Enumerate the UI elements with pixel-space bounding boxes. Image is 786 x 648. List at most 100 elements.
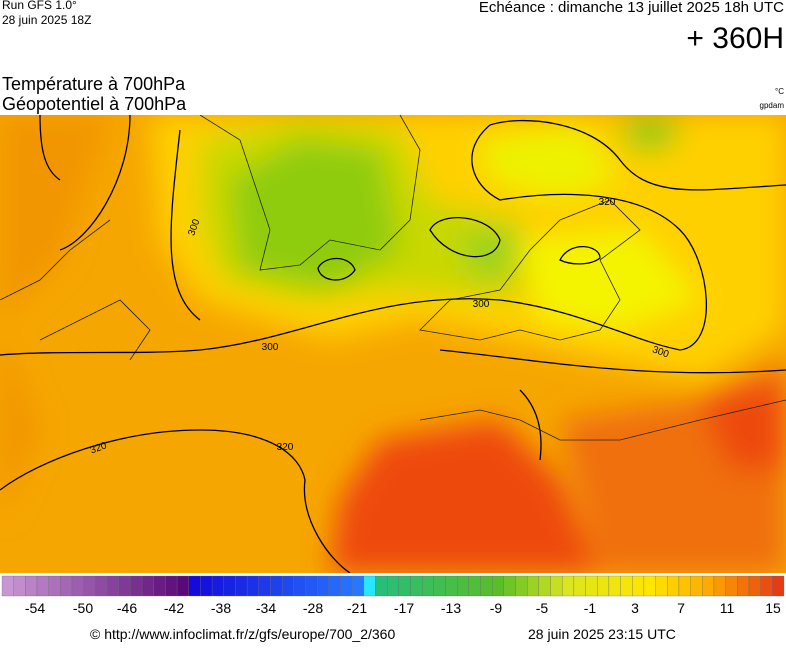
colorbar-label: -42 [164,600,184,616]
colorbar-cell [398,575,411,597]
colorbar-cell [281,575,294,597]
colorbar-label: -5 [536,600,549,616]
colorbar-label: 7 [677,600,685,616]
forecast-time: Echéance : dimanche 13 juillet 2025 18h … [479,0,784,16]
colorbar-cell [13,575,26,597]
contour-label: 300 [262,342,279,353]
colorbar-cell [608,575,621,597]
colorbar-cell [620,575,633,597]
contour-label-group: 320 [277,442,294,453]
run-label: Run GFS 1.0° [2,0,77,12]
lead-time: + 360H [686,22,784,55]
colorbar-cell [223,575,236,597]
colorbar-label: -38 [211,600,231,616]
contour-label: 320 [277,442,294,453]
colorbar-cell [176,575,189,597]
colorbar-cell [725,575,738,597]
contour-label: 320 [599,197,616,208]
colorbar-label: -54 [25,600,45,616]
colorbar-cell [48,575,61,597]
colorbar-label: -21 [347,600,367,616]
colorbar-cell [643,575,656,597]
colorbar-label: 15 [765,600,781,616]
colorbar-cell [258,575,271,597]
colorbar-label: 11 [720,600,735,616]
colorbar-cell [585,575,598,597]
colorbar-cell [118,575,131,597]
colorbar-cell [25,575,38,597]
colorbar-cell [83,575,96,597]
colorbar-cell [316,575,329,597]
unit-geo: gpdam [760,101,785,110]
colorbar-label: -46 [117,600,137,616]
colorbar-label: -13 [441,600,461,616]
colorbar-cell [760,575,773,597]
colorbar-label: -28 [303,600,323,616]
colorbar-cell [562,575,575,597]
colorbar-cell [270,575,283,597]
colorbar-cell [503,575,516,597]
map [0,115,786,573]
colorbar-cell [36,575,49,597]
colorbar-label: -50 [73,600,93,616]
colorbar-cell [328,575,341,597]
colorbar-cell [363,575,376,597]
colorbar-cell [480,575,493,597]
run-date: 28 juin 2025 18Z [2,13,91,27]
colorbar-cell [305,575,318,597]
colorbar-cell [293,575,306,597]
colorbar: -54 -50 -46 -42 -38 -34 -28 -21 -17 -13 -9 -5 -1 3 7 11… [1,575,785,616]
contour-label-group: 300 [473,299,490,310]
colorbar-cell [387,575,399,597]
colorbar-cell [632,575,645,597]
colorbar-cell [1,575,14,597]
colorbar-cell [235,575,248,597]
map-title: Température à 700hPa [2,74,186,94]
colorbar-cell [772,575,785,597]
colorbar-cell [106,575,119,597]
colorbar-cell [457,575,470,597]
colorbar-label: -9 [490,600,503,616]
colorbar-cell [95,575,108,597]
contour-label-group: 300 [262,342,279,353]
colorbar-cell [445,575,458,597]
colorbar-cell [678,575,691,597]
colorbar-cell [468,575,481,597]
colorbar-cell [655,575,668,597]
colorbar-cell [702,575,715,597]
colorbar-cell [211,575,224,597]
colorbar-cell [748,575,761,597]
colorbar-cell [410,575,423,597]
colorbar-cell [713,575,726,597]
generated-time: 28 juin 2025 23:15 UTC [528,626,676,642]
colorbar-cell [71,575,84,597]
colorbar-cell [492,575,505,597]
colorbar-cell [340,575,353,597]
colorbar-cell [538,575,551,597]
colorbar-cell [60,575,73,597]
colorbar-label: -1 [584,600,597,616]
colorbar-cell [573,575,586,597]
colorbar-cell [375,575,388,597]
colorbar-cell [550,575,563,597]
colorbar-cell [246,575,259,597]
colorbar-cell [351,575,364,597]
colorbar-cell [597,575,610,597]
colorbar-cell [667,575,680,597]
colorbar-cell [737,575,750,597]
colorbar-cell [200,575,213,597]
colorbar-cell [165,575,178,597]
colorbar-cell [130,575,143,597]
contour-label: 300 [473,299,490,310]
colorbar-cell [153,575,166,597]
colorbar-label: 3 [631,600,639,616]
contour-label-group: 320 [599,197,616,208]
colorbar-label: -34 [256,600,276,616]
map-subtitle: Géopotentiel à 700hPa [2,94,187,114]
colorbar-cell [515,575,528,597]
colorbar-label: -17 [394,600,414,616]
colorbar-cell [188,575,201,597]
colorbar-cell [141,575,154,597]
colorbar-cell [527,575,540,597]
